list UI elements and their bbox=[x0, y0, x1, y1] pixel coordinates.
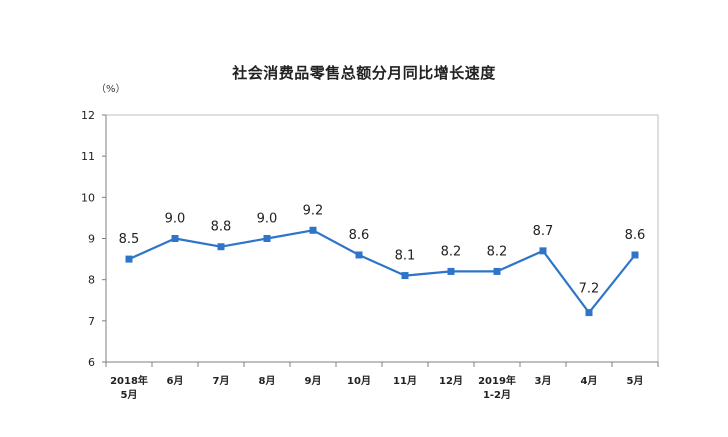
y-axis-unit-label: （%） bbox=[96, 84, 126, 95]
x-tick-label: 12月 bbox=[439, 375, 463, 387]
data-point-marker bbox=[217, 243, 225, 251]
y-tick-label: 9 bbox=[88, 233, 95, 246]
data-label: 8.7 bbox=[533, 224, 554, 239]
y-tick-label: 7 bbox=[88, 315, 95, 328]
data-label: 8.6 bbox=[625, 228, 646, 243]
data-labels: 8.5 9.0 8.8 9.0 9.2 8.6 8.1 8.2 8.2 8.7 7.2 8.6 bbox=[119, 203, 646, 296]
data-point-marker bbox=[585, 309, 593, 317]
data-point-marker bbox=[631, 251, 639, 259]
x-tick-label: 6月 bbox=[167, 375, 184, 387]
y-tick-label: 11 bbox=[81, 150, 95, 163]
data-label: 9.2 bbox=[303, 203, 324, 218]
data-point-marker bbox=[539, 247, 547, 255]
x-axis-ticks: 2018年 5月 6月 7月 8月 9月 10月 11月 12月 2019年 1-2月 3月 4月 5月 bbox=[105, 362, 659, 401]
y-tick-label: 8 bbox=[88, 274, 95, 287]
data-point-marker bbox=[263, 235, 271, 242]
x-tick-label: 2019年 bbox=[478, 374, 516, 387]
x-tick-label: 9月 bbox=[305, 375, 322, 387]
data-point-marker bbox=[125, 255, 133, 263]
x-tick-label: 2018年 bbox=[110, 374, 148, 387]
data-label: 8.1 bbox=[395, 249, 416, 264]
plot-frame bbox=[105, 114, 659, 363]
data-label: 7.2 bbox=[579, 282, 600, 297]
x-tick-label: 11月 bbox=[393, 375, 417, 387]
data-point-marker bbox=[447, 267, 455, 275]
data-label: 9.0 bbox=[165, 212, 186, 227]
y-tick-label: 10 bbox=[81, 191, 95, 204]
x-tick-label: 8月 bbox=[259, 375, 276, 387]
data-label: 8.5 bbox=[119, 232, 140, 247]
data-point-marker bbox=[355, 251, 363, 259]
x-tick-label: 10月 bbox=[347, 375, 371, 387]
x-tick-label: 7月 bbox=[213, 375, 230, 387]
series-markers bbox=[125, 226, 639, 317]
data-point-marker bbox=[493, 267, 501, 275]
y-tick-label: 6 bbox=[88, 356, 95, 369]
x-tick-label: 4月 bbox=[581, 375, 598, 387]
data-label: 9.0 bbox=[257, 212, 278, 227]
y-tick-label: 12 bbox=[81, 109, 95, 122]
chart-title: 社会消费品零售总额分月同比增长速度 bbox=[232, 64, 496, 82]
data-label: 8.6 bbox=[349, 228, 370, 243]
x-tick-label: 5月 bbox=[627, 375, 644, 387]
series-line bbox=[128, 229, 636, 314]
data-label: 8.2 bbox=[487, 244, 508, 259]
data-point-marker bbox=[401, 272, 409, 280]
x-tick-label: 5月 bbox=[121, 389, 138, 401]
data-point-marker bbox=[171, 235, 179, 242]
data-point-marker bbox=[309, 226, 317, 234]
data-label: 8.2 bbox=[441, 244, 462, 259]
x-tick-label: 1-2月 bbox=[483, 389, 511, 401]
y-axis-ticks: 6 7 8 9 10 11 12 bbox=[81, 109, 106, 369]
data-label: 8.8 bbox=[211, 220, 232, 235]
x-tick-label: 3月 bbox=[535, 375, 552, 387]
